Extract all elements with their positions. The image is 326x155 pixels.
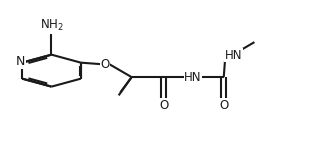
Text: O: O <box>159 99 169 112</box>
Text: HN: HN <box>184 71 202 84</box>
Text: N: N <box>16 55 25 68</box>
Text: O: O <box>100 58 110 71</box>
Text: O: O <box>219 99 229 112</box>
Text: HN: HN <box>225 49 242 62</box>
Text: NH$_2$: NH$_2$ <box>39 18 63 33</box>
